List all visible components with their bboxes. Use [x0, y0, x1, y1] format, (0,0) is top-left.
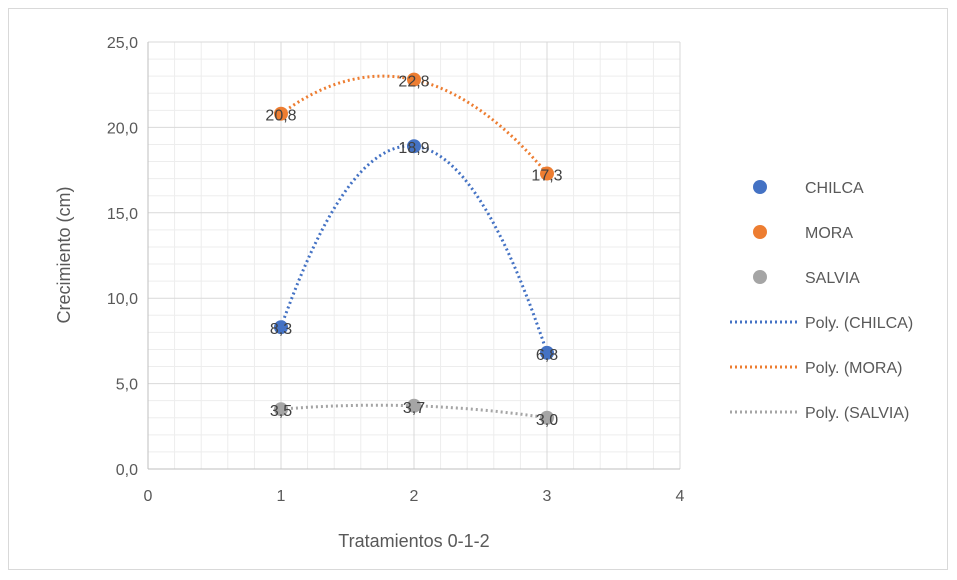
legend-label-salvia: SALVIA [805, 270, 860, 287]
point-salvia [540, 410, 554, 425]
x-tick-label: 3 [543, 488, 552, 505]
point-chilca [540, 345, 554, 360]
data-label-mora: 22,8 [398, 74, 429, 91]
y-tick-label: 15,0 [107, 206, 138, 223]
y-tick-label: 5,0 [116, 377, 138, 394]
data-label-salvia: 3,5 [270, 403, 292, 420]
point-mora [274, 106, 288, 121]
y-tick-label: 25,0 [107, 35, 138, 52]
point-mora [407, 72, 421, 87]
legend-label-trend-chilca: Poly. (CHILCA) [805, 315, 913, 332]
data-label-salvia: 3,0 [536, 412, 558, 429]
legend-label-mora: MORA [805, 225, 853, 242]
axis-layer: 0 1 2 3 4 0,0 5,0 10,0 15,0 20,0 25,0 [107, 35, 685, 505]
legend-marker-salvia [753, 270, 767, 284]
point-mora [540, 166, 554, 181]
point-chilca [274, 320, 288, 335]
data-label-mora: 17,3 [531, 168, 562, 185]
x-tick-label: 4 [676, 488, 685, 505]
legend: CHILCA MORA SALVIA Poly. (CHILCA) Poly. (MOR… [730, 180, 913, 422]
y-tick-label: 0,0 [116, 462, 138, 479]
data-label-chilca: 18,9 [398, 140, 429, 157]
x-tick-label: 1 [277, 488, 286, 505]
legend-label-chilca: CHILCA [805, 180, 864, 197]
legend-label-trend-salvia: Poly. (SALVIA) [805, 405, 909, 422]
chart-frame [8, 8, 948, 570]
data-label-mora: 20,8 [265, 108, 296, 125]
y-tick-label: 10,0 [107, 291, 138, 308]
x-axis-title: Tratamientos 0-1-2 [338, 531, 489, 551]
legend-label-trend-mora: Poly. (MORA) [805, 360, 902, 377]
data-label-chilca: 6,8 [536, 347, 558, 364]
point-salvia [407, 398, 421, 413]
y-axis-title: Crecimiento (cm) [54, 186, 74, 323]
data-label-chilca: 8,3 [270, 321, 292, 338]
legend-marker-chilca [753, 180, 767, 194]
x-tick-label: 0 [144, 488, 153, 505]
data-label-salvia: 3,7 [403, 400, 425, 417]
point-chilca [407, 139, 421, 154]
x-tick-label: 2 [410, 488, 419, 505]
legend-marker-mora [753, 225, 767, 239]
point-layer [274, 72, 554, 425]
data-label-layer: 8,3 18,9 6,8 20,8 22,8 17,3 3,5 3,7 3,0 [265, 74, 562, 429]
y-tick-label: 20,0 [107, 120, 138, 137]
point-salvia [274, 402, 288, 417]
